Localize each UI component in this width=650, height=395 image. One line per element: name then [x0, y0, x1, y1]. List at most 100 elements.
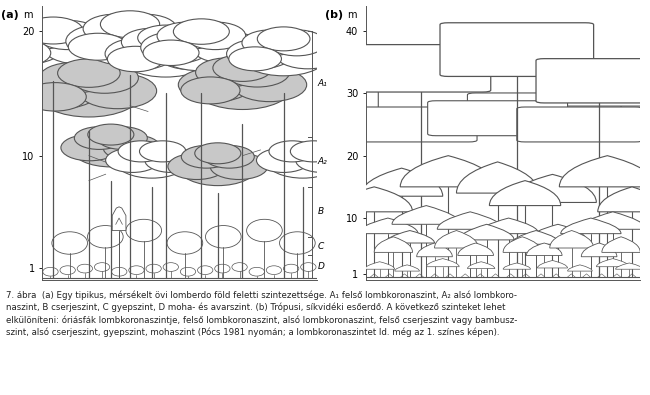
Circle shape — [229, 47, 281, 71]
Ellipse shape — [43, 267, 58, 276]
Ellipse shape — [180, 267, 196, 276]
Ellipse shape — [88, 226, 123, 248]
Circle shape — [140, 141, 186, 162]
Circle shape — [88, 124, 134, 145]
Ellipse shape — [112, 267, 127, 276]
Circle shape — [240, 36, 328, 76]
Circle shape — [66, 24, 140, 58]
Circle shape — [157, 38, 226, 70]
Ellipse shape — [266, 266, 281, 275]
Circle shape — [6, 21, 70, 50]
Circle shape — [4, 27, 103, 72]
PathPatch shape — [560, 156, 650, 187]
Circle shape — [143, 40, 199, 66]
PathPatch shape — [561, 218, 621, 234]
Circle shape — [98, 127, 148, 149]
Circle shape — [103, 135, 161, 161]
PathPatch shape — [508, 174, 596, 203]
PathPatch shape — [400, 156, 496, 187]
Circle shape — [174, 19, 229, 44]
Ellipse shape — [52, 232, 88, 254]
Circle shape — [213, 55, 272, 81]
Circle shape — [79, 73, 157, 109]
PathPatch shape — [503, 263, 530, 269]
PathPatch shape — [392, 205, 461, 224]
PathPatch shape — [598, 187, 650, 212]
Circle shape — [210, 153, 268, 179]
Circle shape — [296, 148, 349, 173]
Ellipse shape — [126, 219, 162, 242]
Circle shape — [145, 148, 198, 173]
FancyBboxPatch shape — [536, 58, 650, 103]
PathPatch shape — [434, 231, 478, 248]
PathPatch shape — [478, 218, 539, 234]
Text: A₂: A₂ — [318, 157, 328, 166]
Circle shape — [168, 153, 226, 179]
Circle shape — [204, 145, 254, 168]
Circle shape — [71, 62, 138, 93]
Circle shape — [107, 46, 163, 72]
Circle shape — [267, 146, 339, 178]
Circle shape — [178, 68, 252, 102]
Ellipse shape — [163, 263, 179, 271]
PathPatch shape — [459, 224, 514, 240]
PathPatch shape — [365, 262, 395, 269]
Ellipse shape — [280, 232, 315, 254]
Circle shape — [112, 14, 177, 43]
PathPatch shape — [395, 265, 419, 271]
Circle shape — [68, 33, 127, 60]
Ellipse shape — [198, 266, 213, 275]
PathPatch shape — [602, 237, 640, 252]
PathPatch shape — [512, 231, 561, 244]
Circle shape — [23, 17, 83, 44]
Circle shape — [81, 21, 179, 66]
Ellipse shape — [60, 266, 75, 275]
FancyBboxPatch shape — [440, 23, 593, 76]
Ellipse shape — [129, 266, 144, 275]
Circle shape — [192, 32, 262, 63]
Circle shape — [179, 150, 256, 186]
PathPatch shape — [567, 265, 592, 271]
Circle shape — [116, 146, 188, 178]
PathPatch shape — [530, 224, 586, 239]
Ellipse shape — [301, 263, 316, 271]
Circle shape — [257, 27, 310, 51]
Circle shape — [36, 21, 100, 50]
Circle shape — [181, 145, 231, 168]
Ellipse shape — [94, 263, 110, 271]
PathPatch shape — [538, 260, 567, 268]
Circle shape — [40, 62, 107, 93]
Ellipse shape — [283, 264, 299, 273]
PathPatch shape — [336, 187, 413, 212]
Text: 7. ábra  (a) Egy tipikus, mérsékelt övi lomberdo föld feletti szintezettsége. A₁: 7. ábra (a) Egy tipikus, mérsékelt övi l… — [6, 290, 518, 337]
Ellipse shape — [77, 264, 92, 273]
Circle shape — [44, 30, 118, 64]
PathPatch shape — [616, 263, 643, 269]
Circle shape — [157, 22, 218, 50]
Circle shape — [74, 127, 124, 149]
Circle shape — [61, 135, 118, 161]
Text: (a): (a) — [1, 10, 19, 20]
Circle shape — [21, 73, 99, 109]
Text: m: m — [23, 10, 32, 20]
Ellipse shape — [249, 267, 265, 276]
PathPatch shape — [580, 212, 645, 229]
PathPatch shape — [437, 212, 503, 229]
PathPatch shape — [489, 181, 561, 205]
PathPatch shape — [458, 243, 493, 256]
Circle shape — [72, 132, 150, 167]
Circle shape — [181, 77, 240, 104]
PathPatch shape — [374, 237, 413, 252]
Circle shape — [291, 141, 337, 162]
FancyBboxPatch shape — [351, 45, 491, 92]
Ellipse shape — [205, 226, 241, 248]
PathPatch shape — [596, 259, 629, 267]
Text: D: D — [318, 262, 325, 271]
Circle shape — [233, 68, 307, 102]
Circle shape — [119, 35, 213, 77]
PathPatch shape — [426, 259, 459, 267]
PathPatch shape — [503, 237, 541, 252]
FancyBboxPatch shape — [517, 107, 643, 142]
FancyBboxPatch shape — [337, 107, 477, 142]
PathPatch shape — [361, 168, 443, 196]
